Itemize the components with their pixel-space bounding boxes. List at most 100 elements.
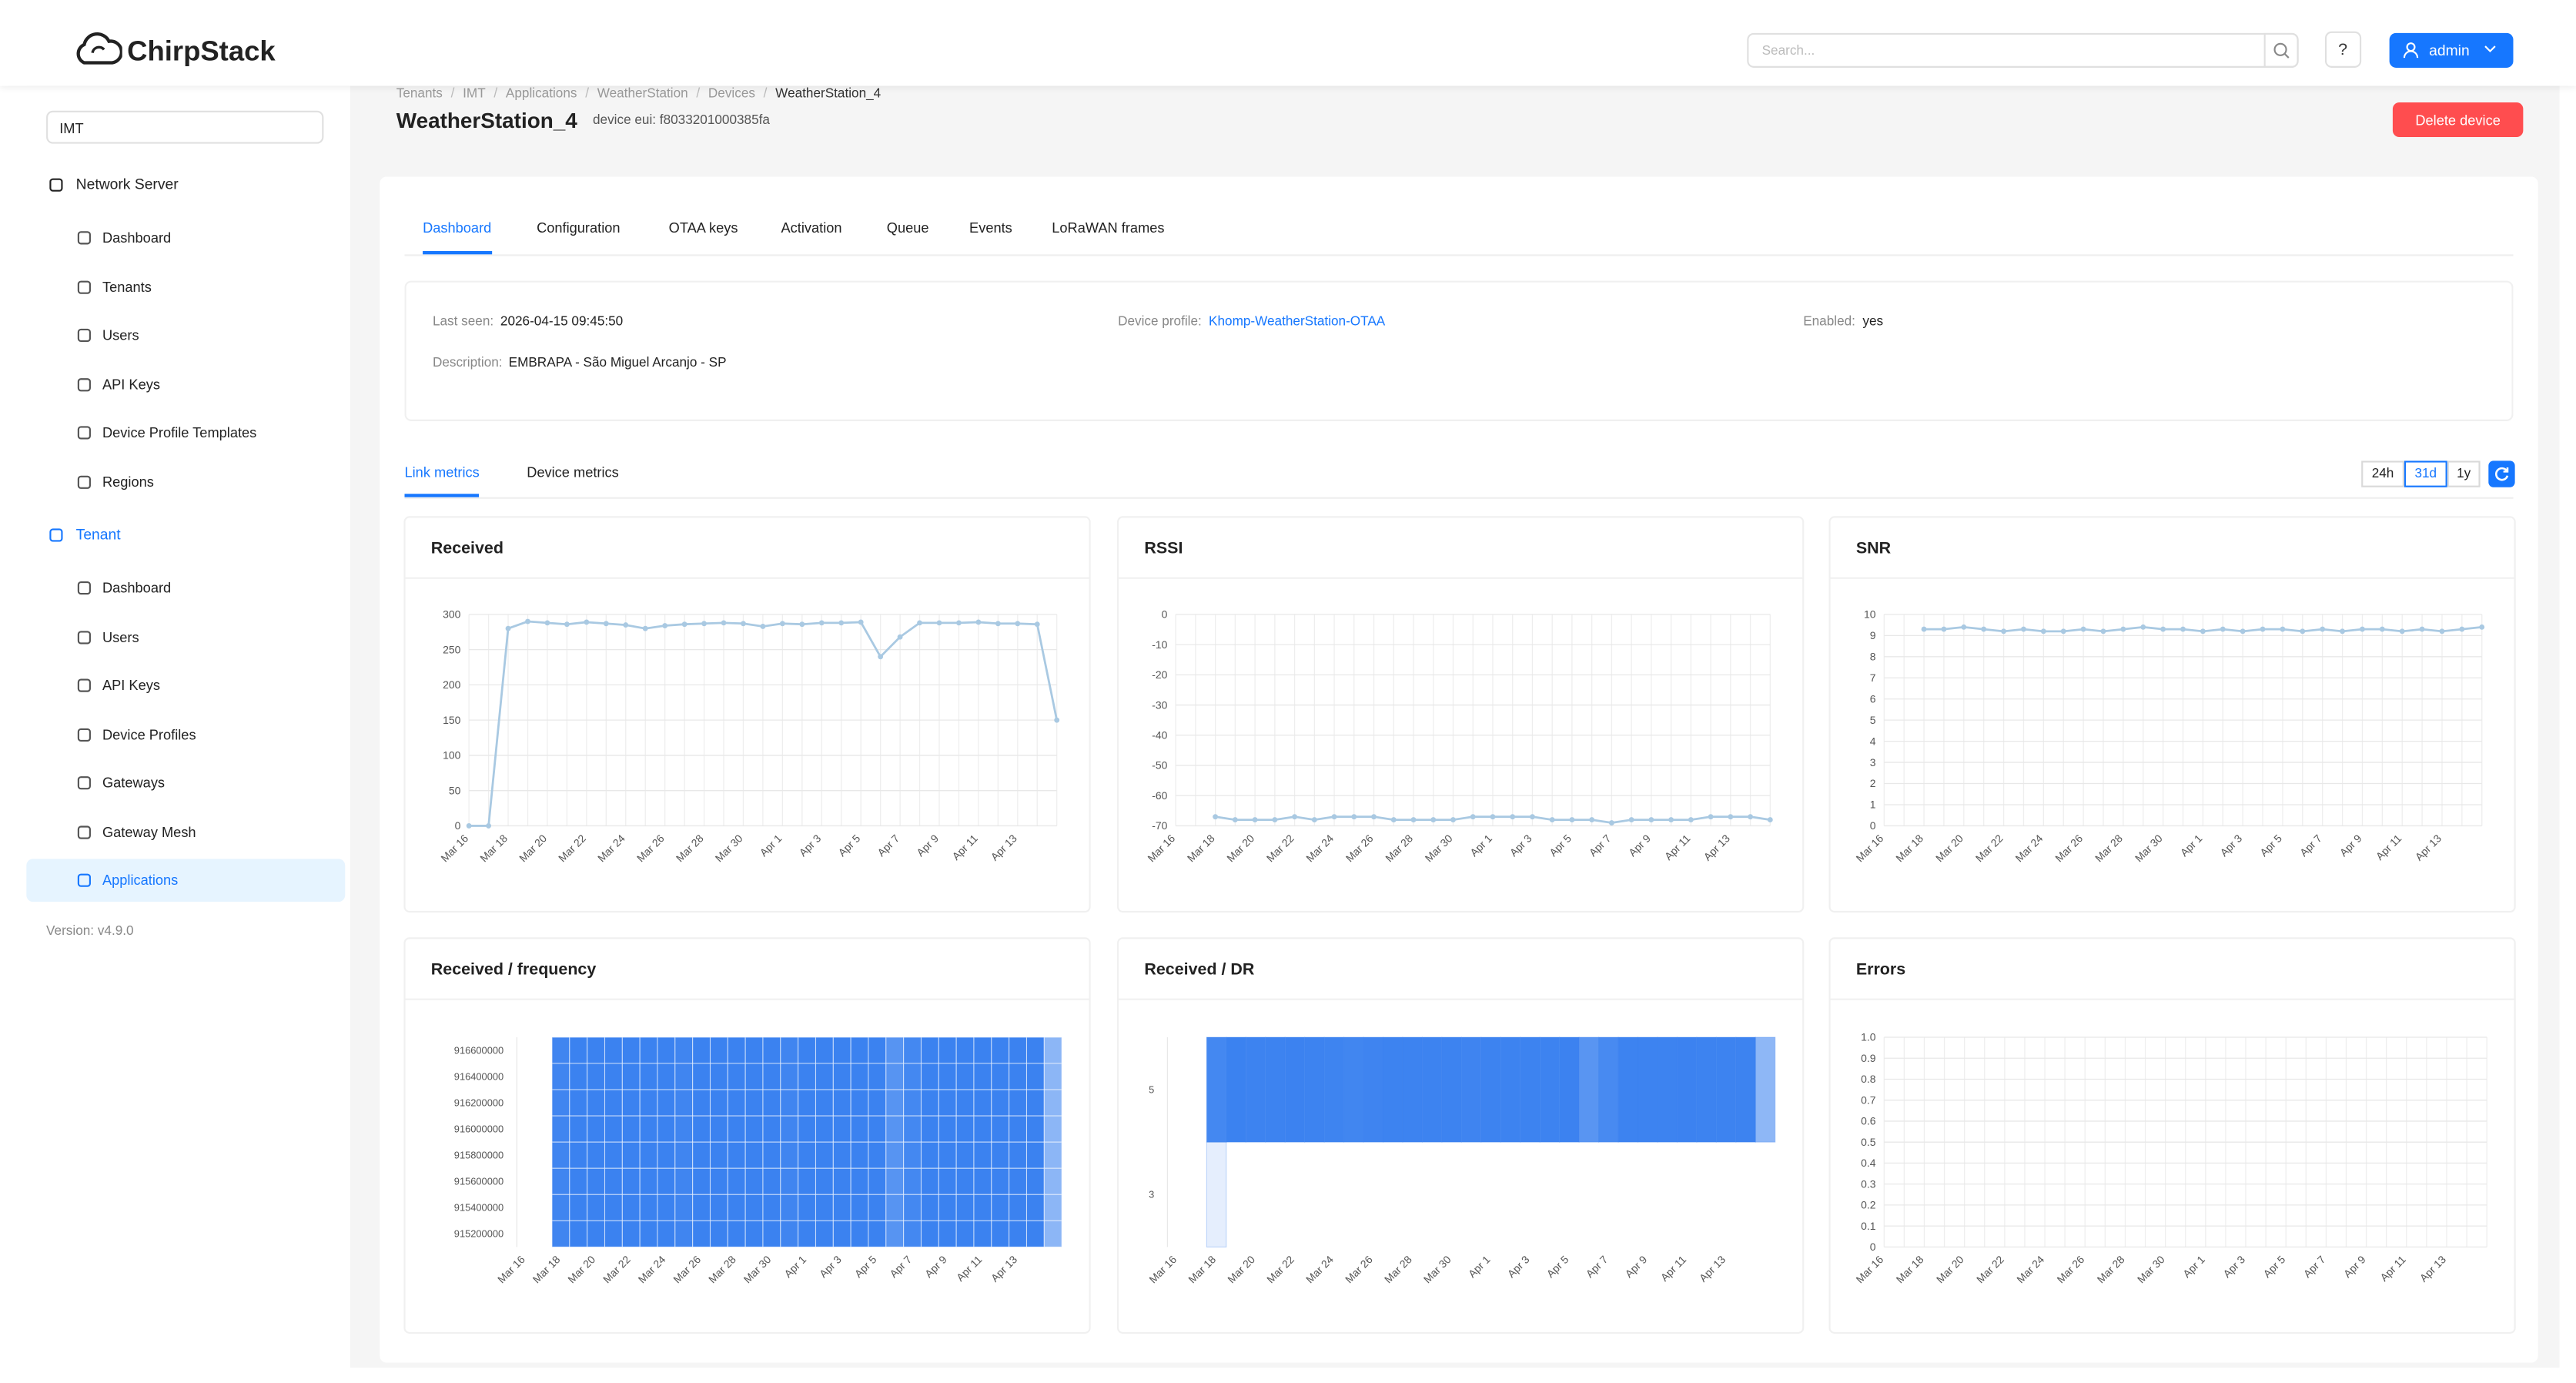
tenant-select[interactable]: IMT <box>46 110 324 144</box>
heatmap-cell <box>762 1141 781 1169</box>
menu-item[interactable]: Device Profiles <box>102 725 196 742</box>
metrics-tab[interactable]: Link metrics <box>404 464 480 481</box>
heatmap-cell <box>587 1036 606 1064</box>
detail-value[interactable]: Khomp-WeatherStation-OTAA <box>1209 313 1386 329</box>
range-button[interactable]: 31d <box>2404 460 2447 487</box>
menu-icon <box>49 178 63 192</box>
user-name[interactable]: admin <box>2429 41 2470 59</box>
metrics-tab[interactable]: Device metrics <box>527 464 619 481</box>
menu-item[interactable]: Users <box>102 628 139 645</box>
menu-section[interactable]: Network Server <box>75 176 179 193</box>
menu-item[interactable]: API Keys <box>102 676 160 694</box>
menu-item[interactable]: Dashboard <box>102 579 172 596</box>
breadcrumb-item[interactable]: WeatherStation <box>577 86 687 101</box>
heatmap-cell <box>815 1194 834 1221</box>
tab[interactable]: Dashboard <box>423 219 492 236</box>
heatmap-cell <box>903 1141 922 1169</box>
heatmap-cell <box>991 1036 1010 1064</box>
data-point <box>2320 626 2326 632</box>
heatmap-cell <box>1284 1036 1306 1143</box>
menu-item[interactable]: Tenants <box>102 277 152 295</box>
refresh-button[interactable] <box>2488 460 2515 487</box>
heatmap-cell <box>551 1089 570 1117</box>
menu-item[interactable]: Dashboard <box>102 229 172 246</box>
heatmap-cell <box>762 1194 781 1221</box>
data-point <box>1390 817 1397 823</box>
heatmap-cell <box>744 1063 764 1090</box>
y-tick-label: 100 <box>443 749 461 762</box>
search-button[interactable] <box>2263 32 2299 68</box>
breadcrumb-item[interactable]: Devices <box>688 86 755 101</box>
heatmap-cell <box>920 1089 939 1117</box>
menu-item[interactable]: Gateway Mesh <box>102 822 196 840</box>
y-tick-label: 915200000 <box>454 1228 503 1240</box>
help-button[interactable]: ? <box>2324 31 2362 68</box>
menu-item[interactable]: Users <box>102 326 139 343</box>
range-label[interactable]: 1y <box>2457 465 2471 481</box>
data-point <box>2260 626 2266 632</box>
y-tick-label: 7 <box>1870 671 1876 684</box>
heatmap-cell <box>832 1089 851 1117</box>
data-point <box>1410 817 1417 823</box>
heatmap-cell <box>991 1220 1010 1247</box>
range-label[interactable]: 31d <box>2414 465 2437 481</box>
heatmap-cell <box>639 1089 658 1117</box>
tab[interactable]: Configuration <box>537 219 621 236</box>
menu-item[interactable]: API Keys <box>102 375 160 392</box>
heatmap-cell <box>955 1141 975 1169</box>
tab[interactable]: Queue <box>886 219 929 236</box>
heatmap-cell <box>991 1141 1010 1169</box>
y-tick-label: 0 <box>1870 819 1876 832</box>
menu-icon <box>77 377 91 391</box>
heatmap-cell <box>938 1141 957 1169</box>
breadcrumb-item[interactable]: WeatherStation_4 <box>755 86 881 101</box>
range-label[interactable]: 24h <box>2371 465 2394 481</box>
search-box[interactable]: Search... <box>1747 32 2299 68</box>
menu-item[interactable]: Applications <box>102 871 179 889</box>
heatmap-cell <box>604 1063 623 1090</box>
menu-icon <box>77 328 91 342</box>
delete-text[interactable]: Delete device <box>2415 111 2501 128</box>
breadcrumb-item[interactable]: Tenants <box>396 85 443 101</box>
heatmap-cell <box>780 1194 799 1221</box>
heatmap-cell <box>744 1167 764 1195</box>
breadcrumb-item[interactable]: Applications <box>486 86 577 101</box>
heatmap-cell <box>674 1141 694 1169</box>
range-button[interactable]: 1y <box>2447 460 2481 487</box>
data-point <box>721 620 727 626</box>
menu-item[interactable]: Gateways <box>102 774 166 791</box>
data-point <box>2340 628 2346 635</box>
tab[interactable]: Events <box>969 219 1012 236</box>
heatmap-cell <box>569 1089 588 1117</box>
user-button[interactable]: admin <box>2389 32 2514 68</box>
breadcrumb-item[interactable]: IMT <box>443 86 486 101</box>
menu-item[interactable]: Device Profile Templates <box>102 424 257 441</box>
heatmap-cell <box>885 1220 905 1247</box>
heatmap-cell <box>692 1220 711 1247</box>
tab[interactable]: OTAA keys <box>668 219 738 236</box>
heatmap-cell <box>1009 1036 1028 1064</box>
y-tick-label: 3 <box>1870 756 1876 769</box>
heatmap-cell <box>762 1063 781 1090</box>
menu-icon <box>77 474 91 488</box>
tab[interactable]: LoRaWAN frames <box>1052 219 1165 236</box>
range-button[interactable]: 24h <box>2361 460 2404 487</box>
heatmap-cell <box>885 1194 905 1221</box>
heatmap-cell <box>815 1036 834 1064</box>
heatmap-cell <box>798 1194 817 1221</box>
tab[interactable]: Activation <box>781 219 842 236</box>
heatmap-cell <box>850 1089 869 1117</box>
delete-button[interactable]: Delete device <box>2392 102 2524 138</box>
data-point <box>1034 621 1040 628</box>
y-tick-label: 0.3 <box>1861 1177 1876 1190</box>
heatmap-cell <box>798 1141 817 1169</box>
heatmap-cell <box>868 1115 887 1143</box>
breadcrumb: TenantsIMTApplicationsWeatherStationDevi… <box>396 76 881 101</box>
menu-section[interactable]: Tenant <box>75 526 121 543</box>
chevron <box>2484 45 2496 53</box>
heatmap-cell <box>551 1194 570 1221</box>
menu-item[interactable]: Regions <box>102 472 154 490</box>
data-point <box>2200 628 2206 635</box>
y-tick-label: -30 <box>1152 698 1167 711</box>
